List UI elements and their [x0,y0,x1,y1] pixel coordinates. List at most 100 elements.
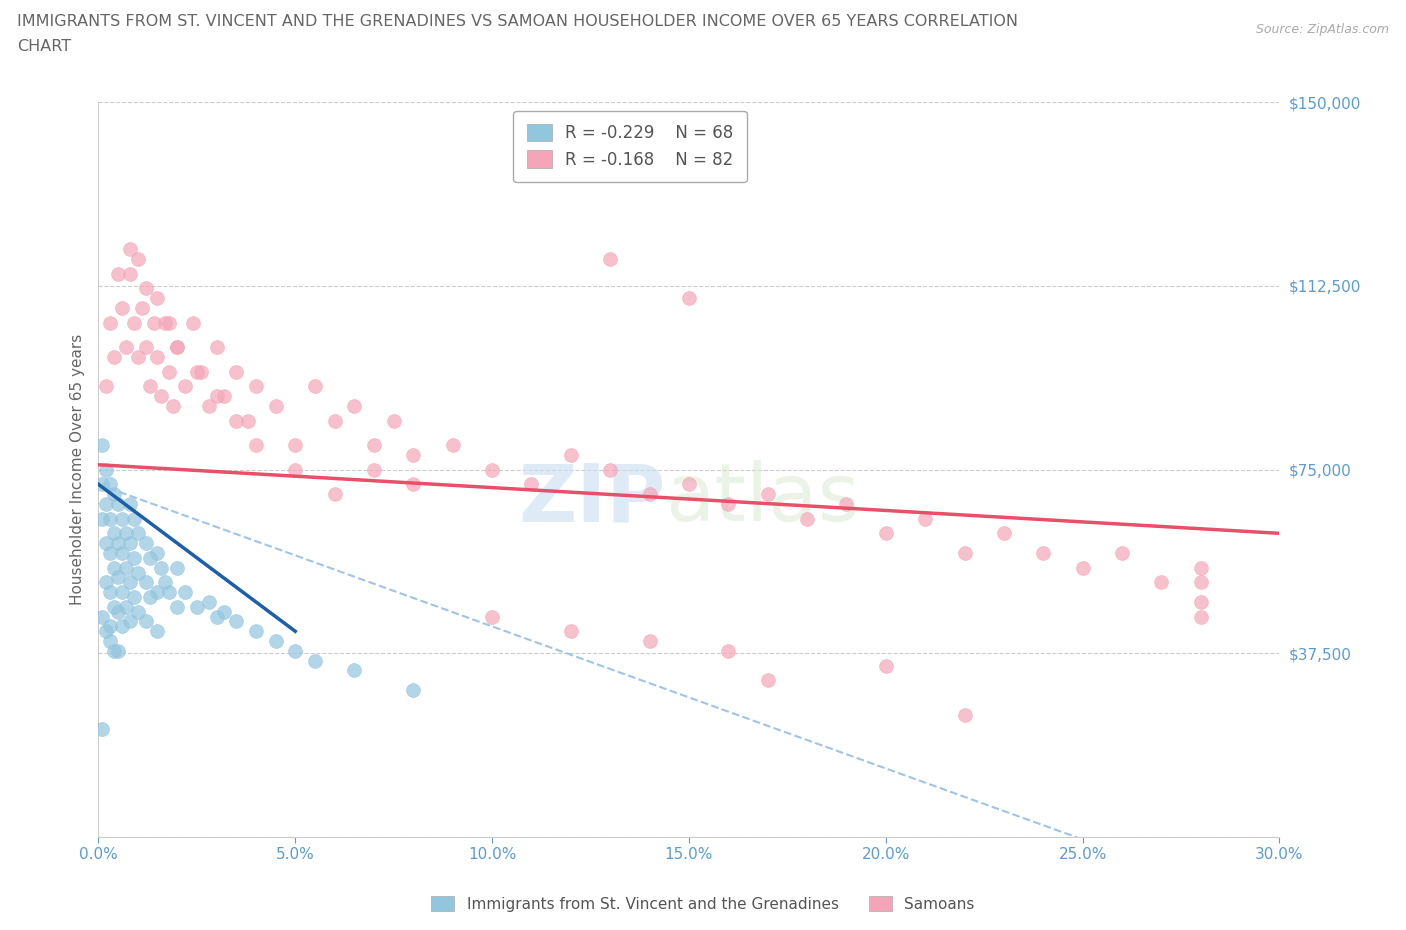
Point [146,291,169,306]
Point [91,722,114,737]
Point [953,546,976,561]
Point [157,365,180,379]
Point [756,486,779,501]
Point [96,462,118,477]
Point [122,315,145,330]
Point [138,551,160,565]
Point [107,497,129,512]
Point [875,658,897,673]
Point [103,560,125,575]
Point [135,614,157,629]
Point [166,599,188,614]
Point [264,633,287,648]
Point [1189,575,1212,590]
Point [146,585,169,600]
Point [107,266,129,281]
Point [638,633,661,648]
Point [245,438,267,453]
Point [115,560,138,575]
Point [91,477,114,492]
Point [111,512,134,526]
Y-axis label: Householder Income Over 65 years: Householder Income Over 65 years [69,334,84,605]
Legend: Immigrants from St. Vincent and the Grenadines, Samoans: Immigrants from St. Vincent and the Gren… [425,889,981,918]
Point [98,477,121,492]
Point [115,525,138,540]
Point [98,512,121,526]
Point [103,525,125,540]
Point [107,536,129,551]
Point [914,512,936,526]
Point [118,266,141,281]
Point [284,462,307,477]
Point [1111,546,1133,561]
Point [155,575,177,590]
Point [103,350,125,365]
Point [150,389,173,404]
Point [205,339,228,354]
Text: atlas: atlas [665,460,859,538]
Point [382,413,405,428]
Point [1189,609,1212,624]
Text: CHART: CHART [17,39,70,54]
Point [96,575,118,590]
Point [678,477,700,492]
Point [560,624,582,639]
Point [481,609,503,624]
Point [103,486,125,501]
Point [122,551,145,565]
Point [1189,560,1212,575]
Point [96,379,118,393]
Point [205,389,228,404]
Point [127,350,149,365]
Point [166,339,188,354]
Point [122,590,145,604]
Point [638,486,661,501]
Point [91,438,114,453]
Point [135,536,157,551]
Point [96,497,118,512]
Point [162,399,184,414]
Point [402,447,425,462]
Legend: R = -0.229    N = 68, R = -0.168    N = 82: R = -0.229 N = 68, R = -0.168 N = 82 [513,111,747,182]
Point [1150,575,1173,590]
Point [103,599,125,614]
Point [135,339,157,354]
Point [1071,560,1094,575]
Point [166,560,188,575]
Point [98,315,121,330]
Point [138,379,160,393]
Point [993,525,1015,540]
Point [146,350,169,365]
Point [304,379,326,393]
Point [131,300,153,315]
Text: ZIP: ZIP [517,460,665,538]
Point [118,575,141,590]
Text: IMMIGRANTS FROM ST. VINCENT AND THE GRENADINES VS SAMOAN HOUSEHOLDER INCOME OVER: IMMIGRANTS FROM ST. VINCENT AND THE GREN… [17,14,1018,29]
Point [190,365,212,379]
Point [835,497,858,512]
Point [236,413,259,428]
Point [197,594,219,609]
Point [146,624,169,639]
Point [304,653,326,668]
Point [107,570,129,585]
Point [127,252,149,267]
Point [197,399,219,414]
Point [138,590,160,604]
Point [127,604,149,619]
Point [127,525,149,540]
Point [174,379,197,393]
Point [717,497,740,512]
Point [174,585,197,600]
Point [402,683,425,698]
Point [717,644,740,658]
Point [122,512,145,526]
Point [107,644,129,658]
Point [157,315,180,330]
Point [363,438,385,453]
Point [756,672,779,687]
Point [1032,546,1054,561]
Point [115,339,138,354]
Point [142,315,165,330]
Point [599,462,621,477]
